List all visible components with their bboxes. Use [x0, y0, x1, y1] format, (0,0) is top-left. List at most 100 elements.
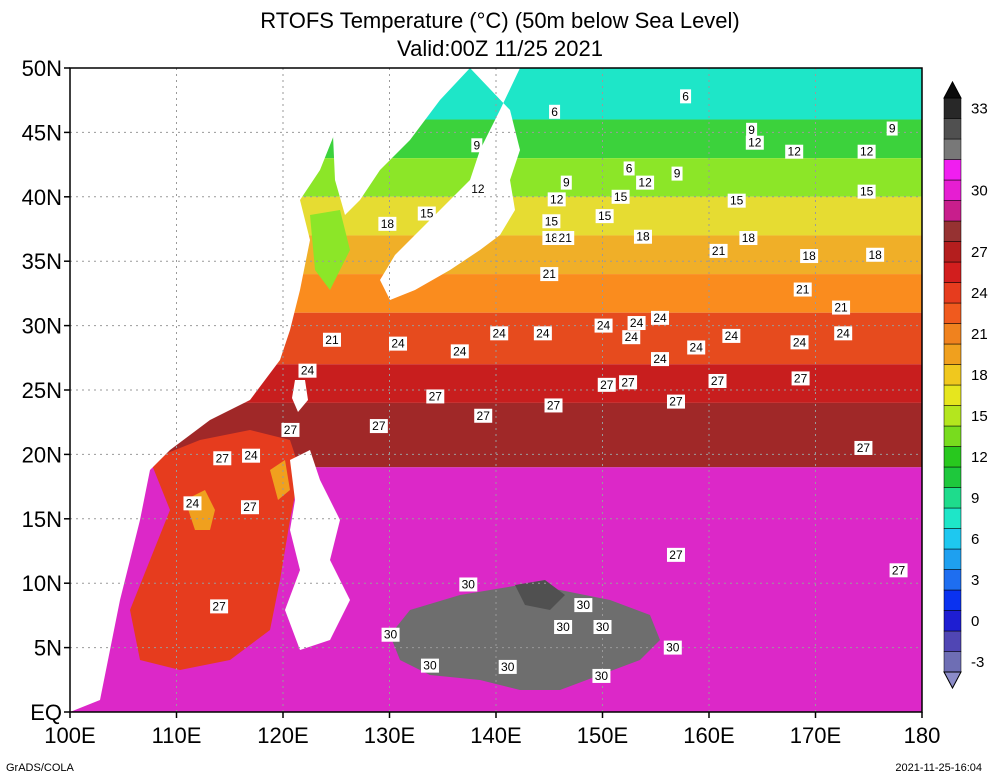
lon-tick-label: 160E: [683, 723, 734, 748]
contour-label: 27: [666, 547, 685, 562]
lon-tick-label: 140E: [470, 723, 521, 748]
contour-label-text: 24: [653, 352, 667, 366]
contour-label-box: [854, 440, 873, 455]
lat-tick-label: 20N: [22, 442, 62, 467]
contour-label: 24: [490, 326, 509, 341]
colorbar-swatch: [943, 138, 962, 160]
contour-label: 24: [533, 326, 552, 341]
contour-label-text: 27: [243, 500, 257, 514]
contour-label-box: [622, 330, 641, 345]
contour-label-box: [708, 373, 727, 388]
colorbar-swatch: [943, 589, 962, 611]
colorbar-max-arrow: [943, 80, 962, 99]
contour-label: 18: [866, 247, 885, 262]
contour-label-text: 6: [551, 105, 558, 119]
contour-label-text: 27: [372, 419, 386, 433]
colorbar-label: 3: [971, 572, 979, 589]
contour-label-box: [857, 144, 876, 159]
colorbar-swatch: [943, 528, 962, 550]
contour-label: 24: [594, 318, 613, 333]
contour-label-text: 24: [493, 326, 507, 340]
contour-label-text: 24: [725, 329, 739, 343]
contour-label-box: [857, 184, 876, 199]
lat-tick-label: 5N: [34, 636, 62, 661]
contour-label-text: 12: [860, 145, 874, 159]
lon-tick-label: 100E: [44, 723, 95, 748]
contour-label-text: 30: [462, 577, 476, 591]
contour-label: 27: [619, 375, 638, 390]
contour-label-box: [886, 121, 898, 136]
contour-label-text: 27: [669, 395, 683, 409]
lat-tick-label: EQ: [30, 700, 62, 725]
lat-tick-label: 40N: [22, 185, 62, 210]
colorbar-swatch: [943, 507, 962, 529]
contour-label-text: 24: [597, 319, 611, 333]
contour-label: 15: [857, 184, 876, 199]
colorbar-swatch: [943, 282, 962, 304]
contour-label: 9: [746, 122, 758, 137]
contour-label: 15: [542, 214, 561, 229]
lat-tick-label: 30N: [22, 314, 62, 339]
contour-label-box: [540, 267, 559, 282]
contour-label-box: [542, 231, 561, 246]
contour-label-box: [593, 619, 612, 634]
latitude-axis: 50N 45N 40N 35N 30N 25N 20N 15N 10N 5N EQ: [22, 56, 70, 725]
contour-label: 18: [800, 249, 819, 264]
contour-label-text: 27: [600, 378, 614, 392]
contour-label-text: 30: [501, 660, 515, 674]
contour-label-box: [544, 398, 563, 413]
contour-label: 27: [791, 371, 810, 386]
contour-label: 12: [547, 192, 566, 207]
contour-label: 27: [281, 422, 300, 437]
contour-label: 27: [889, 563, 908, 578]
contour-label: 27: [474, 408, 493, 423]
contour-label: 18: [542, 231, 561, 246]
contour-label: 30: [459, 577, 478, 592]
contour-label: 27: [240, 500, 259, 515]
contour-label-text: 24: [630, 316, 644, 330]
contour-label: 9: [886, 121, 898, 136]
contour-label-text: 27: [429, 389, 443, 403]
contour-label: 24: [651, 310, 670, 325]
contour-label-text: 15: [545, 214, 559, 228]
contour-label: 27: [210, 599, 229, 614]
contour-label-text: 21: [559, 231, 573, 245]
contour-label-text: 6: [626, 161, 633, 175]
map-gridlines: [70, 68, 922, 712]
colorbar-label: 24: [971, 285, 988, 302]
contour-label-box: [381, 627, 400, 642]
contour-label-box: [213, 451, 232, 466]
contour-label-box: [727, 193, 746, 208]
contour-label: 12: [785, 144, 804, 159]
contour-label: 6: [549, 104, 561, 119]
contour-label-box: [651, 310, 670, 325]
contour-label-text: 21: [834, 301, 848, 315]
contour-label: 18: [633, 229, 652, 244]
contour-label: 27: [544, 398, 563, 413]
contour-label: 24: [622, 330, 641, 345]
contour-label-box: [547, 192, 566, 207]
temperature-colorbar: -3 0 3 6 9 12 15 18 21 24 27 30 33: [943, 80, 988, 690]
contour-label-text: 27: [477, 409, 491, 423]
contour-label-text: 12: [471, 182, 485, 196]
contour-label-box: [666, 547, 685, 562]
footer-timestamp: 2021-11-25-16:04: [895, 762, 982, 774]
contour-label: 21: [322, 332, 341, 347]
lat-tick-label: 10N: [22, 571, 62, 596]
contour-label: 21: [793, 282, 812, 297]
contour-label-box: [746, 122, 758, 137]
contour-label: 9: [471, 138, 483, 153]
contour-label-text: 27: [621, 375, 635, 389]
colorbar-label: 33: [971, 100, 988, 117]
contour-label-text: 18: [868, 248, 882, 262]
colorbar-label: 6: [971, 531, 979, 548]
contour-label-text: 27: [857, 441, 871, 455]
contour-label: 30: [381, 627, 400, 642]
contour-label-box: [556, 231, 575, 246]
contour-label: 24: [722, 328, 741, 343]
contour-label-box: [183, 496, 202, 511]
contour-label-box: [474, 408, 493, 423]
contour-label-box: [420, 658, 439, 673]
lat-tick-label: 25N: [22, 378, 62, 403]
colorbar-swatch: [943, 487, 962, 509]
